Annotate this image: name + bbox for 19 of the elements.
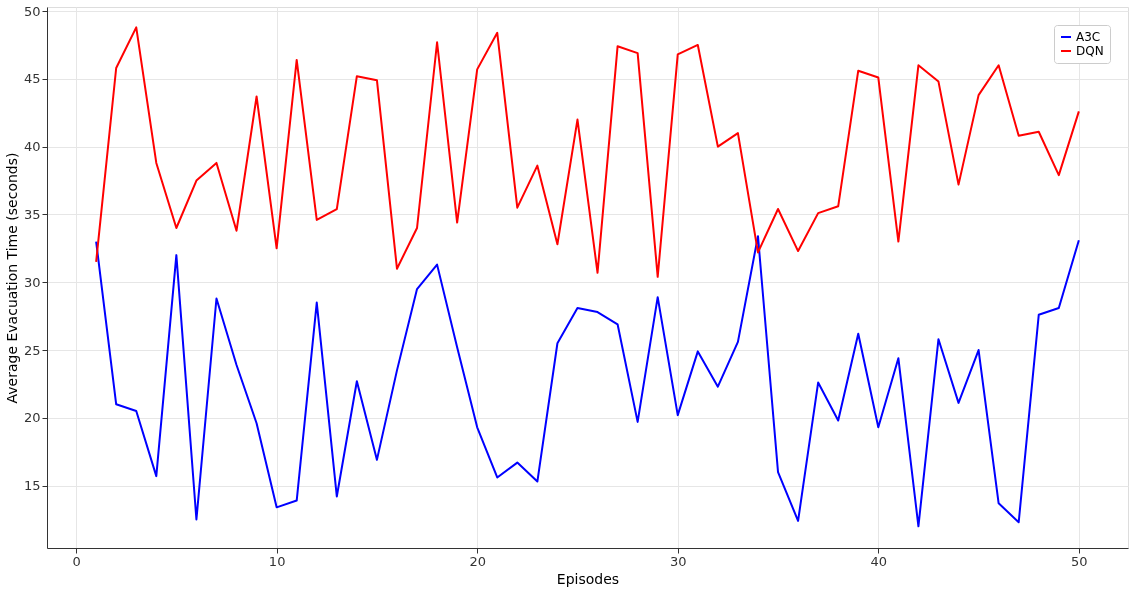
legend-label: A3C [1076,30,1101,44]
y-tick-label: 30 [23,274,41,290]
y-axis-title: Average Evacuation Time (seconds) [3,152,20,404]
x-axis-title: Episodes [556,570,620,587]
x-tick-label: 20 [469,553,486,569]
y-tick-label: 25 [23,342,41,358]
x-tick-label: 50 [1071,553,1088,569]
line-series [95,235,1080,528]
y-tick-label: 15 [23,478,41,494]
x-tick-label: 40 [870,553,888,569]
y-tick-label: 50 [23,3,41,19]
x-tick-label: 30 [669,553,687,569]
y-tick-label: 40 [23,139,41,155]
legend-label: DQN [1076,44,1104,58]
x-tick-label: 0 [72,553,81,569]
y-tick-label: 20 [23,410,41,426]
x-tick-label: 10 [268,553,286,569]
y-tick-label: 45 [23,71,41,87]
y-tick-label: 35 [23,206,41,222]
